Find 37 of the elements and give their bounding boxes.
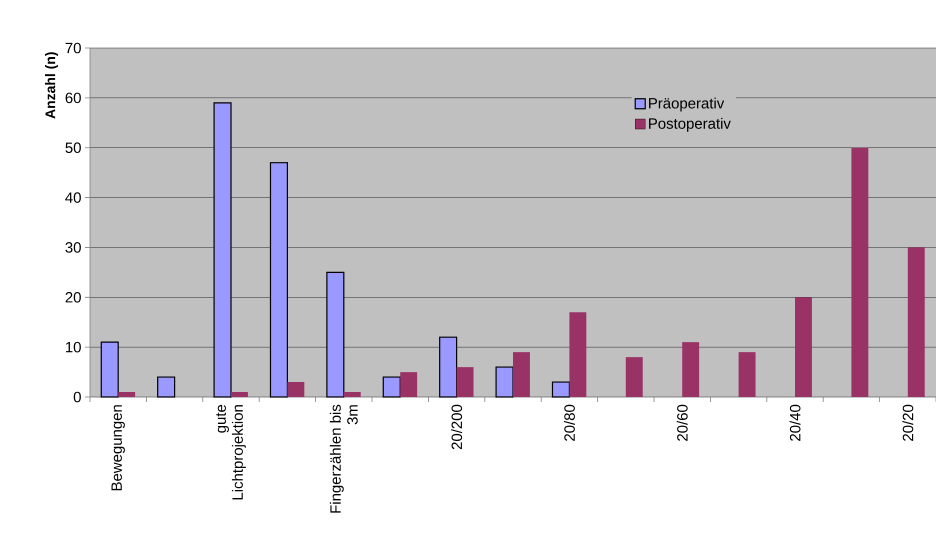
x-tick-label: Fingerzählen bis 3m <box>330 404 358 513</box>
x-tick-label: 20/20 <box>902 404 914 441</box>
bar <box>400 372 418 397</box>
bar <box>287 382 304 397</box>
bar <box>344 392 361 397</box>
bar <box>231 392 248 397</box>
y-axis-title: Anzahl (n) <box>45 52 58 119</box>
bar <box>738 352 756 397</box>
x-tick-label: 20/40 <box>790 404 800 441</box>
bar <box>626 357 643 397</box>
y-tick-label: 50 <box>65 142 81 154</box>
x-tick-label: gute Lichtprojektion <box>216 404 246 500</box>
x-tick-label: Bewegungen <box>112 405 125 490</box>
y-tick-label: 30 <box>65 242 81 253</box>
bar <box>795 297 812 397</box>
y-tick-label: 10 <box>66 342 81 352</box>
y-tick-label: 70 <box>66 42 81 54</box>
x-tick-label: 20/60 <box>676 404 688 441</box>
bar <box>682 342 700 397</box>
bar <box>513 352 530 397</box>
bar <box>908 247 925 397</box>
bar <box>552 381 570 398</box>
y-tick-label: 40 <box>65 192 81 203</box>
bar <box>851 148 868 397</box>
bar <box>157 376 176 398</box>
bar <box>382 376 401 398</box>
bar <box>456 367 474 397</box>
x-tick-label: 20/200 <box>451 404 462 450</box>
y-tick-label: 0 <box>74 392 81 402</box>
x-tick-label: 20/80 <box>564 404 575 441</box>
bar <box>118 392 136 397</box>
bar <box>495 366 514 398</box>
legend-label: Postoperativ <box>649 118 731 132</box>
bar <box>569 312 586 397</box>
y-tick-label: 20 <box>66 292 81 303</box>
legend-label: Präoperativ <box>649 98 724 112</box>
y-tick-label: 60 <box>66 92 81 104</box>
